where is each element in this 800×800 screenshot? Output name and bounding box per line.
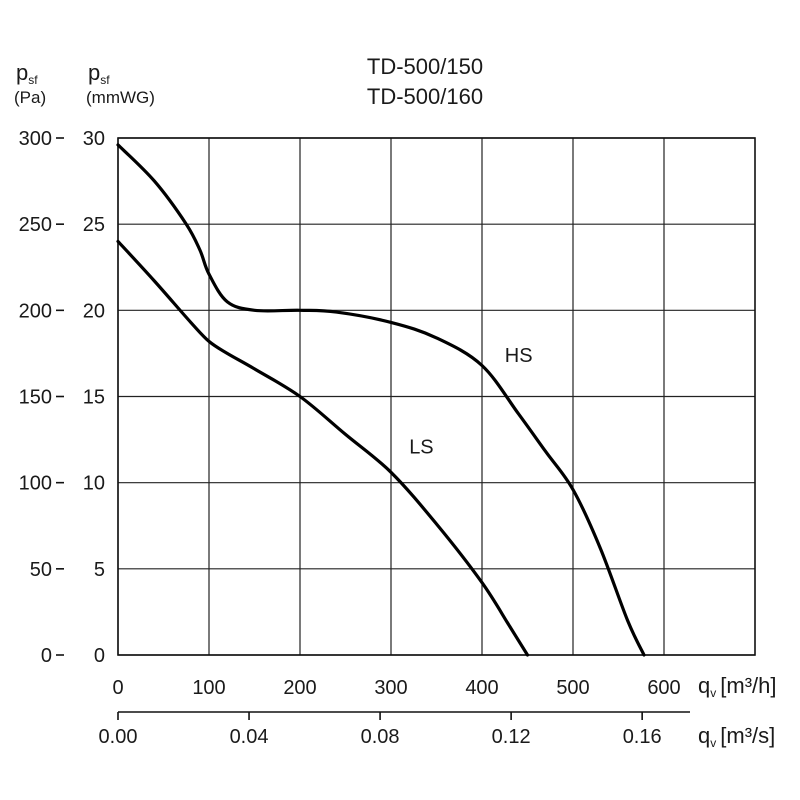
x-primary-axis-label: qv [m³/h] [698, 673, 776, 700]
y-right-tick-label: 5 [94, 559, 105, 581]
x-secondary-tick-label: 0.04 [230, 726, 269, 748]
y-left-tick-label: 300 [19, 128, 52, 150]
x-primary-tick-label: 400 [465, 677, 498, 699]
x-primary-tick-label: 600 [647, 677, 680, 699]
y-right-tick-labels: 0 5 10 15 20 25 30 [83, 128, 105, 667]
x-secondary-tick-label: 0.12 [492, 726, 531, 748]
chart-title-line-1: TD-500/150 [367, 54, 483, 79]
x-primary-tick-label: 100 [192, 677, 225, 699]
curve-labels: HS LS [409, 345, 532, 458]
svg-text:psf: psf [88, 60, 110, 87]
curve-label-ls: LS [409, 436, 433, 458]
y-right-tick-label: 20 [83, 300, 105, 322]
y-left-label-symbol: p [16, 60, 28, 85]
grid-lines [117, 137, 755, 656]
x-primary-label-symbol: q [698, 673, 710, 698]
y-left-unit: (Pa) [14, 88, 46, 107]
y-right-tick-label: 25 [83, 214, 105, 236]
y-left-label-subscript: sf [28, 73, 38, 87]
y-right-label-subscript: sf [100, 73, 110, 87]
y-right-tick-label: 15 [83, 387, 105, 409]
x-secondary-unit: [m³/s] [720, 723, 775, 748]
curve-label-hs: HS [505, 345, 533, 367]
y-left-tick-label: 50 [30, 559, 52, 581]
y-left-tick-label: 0 [41, 645, 52, 667]
y-left-tick-labels: 0 50 100 150 200 250 300 [19, 128, 64, 667]
y-left-tick-label: 100 [19, 473, 52, 495]
y-right-axis-label: psf (mmWG) [86, 60, 155, 107]
series-line-ls [116, 239, 530, 657]
x-primary-tick-label: 500 [556, 677, 589, 699]
y-right-tick-label: 30 [83, 128, 105, 150]
y-left-tick-label: 200 [19, 300, 52, 322]
svg-text:psf: psf [16, 60, 38, 87]
x-primary-tick-labels: 0 100 200 300 400 500 600 [112, 677, 680, 699]
x-secondary-label-subscript: v [710, 736, 716, 750]
series-line-hs [116, 143, 646, 657]
x-primary-tick-label: 200 [283, 677, 316, 699]
y-right-tick-label: 10 [83, 473, 105, 495]
y-right-unit: (mmWG) [86, 88, 155, 107]
x-primary-tick-label: 0 [112, 677, 123, 699]
y-left-tick-label: 150 [19, 387, 52, 409]
x-secondary-axis: 0.00 0.04 0.08 0.12 0.16 [99, 711, 690, 748]
y-left-tick-label: 250 [19, 214, 52, 236]
x-secondary-tick-label: 0.08 [361, 726, 400, 748]
y-right-label-symbol: p [88, 60, 100, 85]
x-secondary-label-symbol: q [698, 723, 710, 748]
chart-title-line-2: TD-500/160 [367, 84, 483, 109]
x-primary-unit: [m³/h] [720, 673, 776, 698]
series-lines [116, 143, 646, 657]
x-primary-tick-label: 300 [374, 677, 407, 699]
x-secondary-tick-label: 0.00 [99, 726, 138, 748]
x-primary-label-subscript: v [710, 686, 716, 700]
y-left-axis-label: psf (Pa) [14, 60, 46, 107]
y-right-tick-label: 0 [94, 645, 105, 667]
plot-frame [117, 137, 756, 656]
x-secondary-axis-label: qv [m³/s] [698, 723, 775, 750]
x-secondary-tick-label: 0.16 [623, 726, 662, 748]
